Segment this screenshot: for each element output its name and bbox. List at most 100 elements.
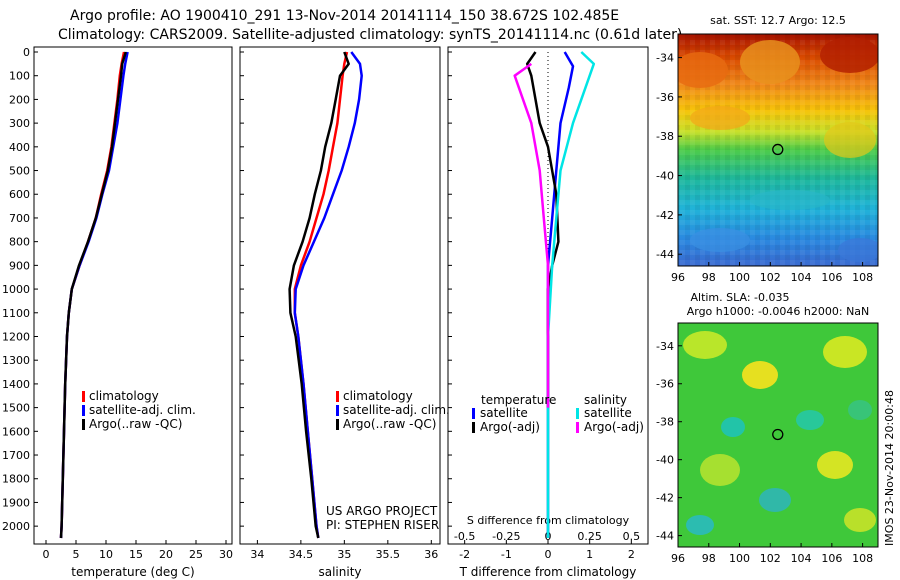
map-x-tick-label: 102 <box>760 271 781 284</box>
sst-map-title: sat. SST: 12.7 Argo: 12.5 <box>710 14 846 27</box>
depth-tick-label: 1100 <box>2 307 30 320</box>
depth-tick-label: 1400 <box>2 378 30 391</box>
legend-group-label: salinity <box>584 393 627 407</box>
annotation-text: US ARGO PROJECT <box>326 504 438 518</box>
legend-label: satellite-adj. clim. <box>343 403 450 417</box>
legend-label: climatology <box>89 389 159 403</box>
map-x-tick-label: 96 <box>671 271 685 284</box>
depth-tick-label: 2000 <box>2 520 30 533</box>
x-tick-label: 5 <box>73 548 80 561</box>
annotation-text: PI: STEPHEN RISER <box>326 518 439 532</box>
legend-label: Argo(..raw -QC) <box>343 417 436 431</box>
legend-swatch <box>336 405 339 416</box>
legend-swatch <box>576 422 579 433</box>
x-tick-label: 2 <box>628 548 635 561</box>
legend-swatch <box>472 408 475 419</box>
depth-tick-label: 100 <box>9 70 30 83</box>
legend-group-label: temperature <box>481 393 556 407</box>
x2-tick-label: 0.5 <box>623 530 641 543</box>
map-x-tick-label: 100 <box>729 552 750 565</box>
sla-map <box>677 322 879 548</box>
series-line-0-2 <box>59 51 127 539</box>
map-x-tick-label: 104 <box>791 271 812 284</box>
map-x-tick-label: 106 <box>821 552 842 565</box>
legend-swatch <box>472 422 475 433</box>
sst-map-frame <box>677 33 879 267</box>
x-axis-label: T difference from climatology <box>459 565 637 579</box>
x-tick-label: 36 <box>424 548 438 561</box>
depth-tick-label: 1600 <box>2 425 30 438</box>
map-y-tick-label: -36 <box>656 91 674 104</box>
depth-tick-label: 600 <box>9 188 30 201</box>
map-y-tick-label: -44 <box>656 530 674 543</box>
argo-location-marker <box>772 143 784 156</box>
sla-map-frame <box>677 322 879 548</box>
map-x-tick-label: 98 <box>702 552 716 565</box>
map-x-tick-label: 96 <box>671 552 685 565</box>
map-x-tick-label: 108 <box>852 552 873 565</box>
series-line-1-1 <box>293 51 363 539</box>
map-y-tick-label: -38 <box>656 130 674 143</box>
x2-tick-label: -0.25 <box>492 530 520 543</box>
map-y-tick-label: -40 <box>656 454 674 467</box>
legend-swatch <box>576 408 579 419</box>
x-axis-label: salinity <box>318 565 361 579</box>
x-tick-label: -2 <box>459 548 470 561</box>
depth-tick-label: 1900 <box>2 496 30 509</box>
x-tick-label: 0 <box>545 548 552 561</box>
x-tick-label: 35 <box>337 548 351 561</box>
depth-tick-label: 200 <box>9 93 30 106</box>
legend-swatch <box>82 419 85 430</box>
depth-tick-label: 1300 <box>2 354 30 367</box>
legend-label: Argo(..raw -QC) <box>89 417 182 431</box>
depth-tick-label: 500 <box>9 165 30 178</box>
map-x-tick-label: 108 <box>852 271 873 284</box>
x-tick-label: -1 <box>501 548 512 561</box>
x-tick-label: 10 <box>99 548 113 561</box>
salinity-panel-frame <box>239 46 441 545</box>
sst-map <box>677 33 879 267</box>
map-y-tick-label: -36 <box>656 378 674 391</box>
map-x-tick-label: 98 <box>702 271 716 284</box>
series-line-1-2 <box>288 51 350 539</box>
map-y-tick-label: -34 <box>656 52 674 65</box>
imos-timestamp-label: IMOS 23-Nov-2014 20:00:48 <box>883 390 896 546</box>
depth-tick-label: 300 <box>9 117 30 130</box>
chart-title-line2: Climatology: CARS2009. Satellite-adjuste… <box>58 27 683 43</box>
temperature-panel-frame <box>33 46 233 545</box>
depth-tick-label: 800 <box>9 236 30 249</box>
sla-map-title: Altim. SLA: -0.035 <box>690 291 789 304</box>
map-x-tick-label: 106 <box>821 271 842 284</box>
x-tick-label: 34 <box>250 548 264 561</box>
depth-tick-label: 900 <box>9 259 30 272</box>
argo-location-marker <box>772 428 784 441</box>
x-tick-label: 15 <box>129 548 143 561</box>
sla-map-subtitle: Argo h1000: -0.0046 h2000: NaN <box>687 305 870 318</box>
legend-swatch <box>336 419 339 430</box>
depth-tick-label: 1700 <box>2 449 30 462</box>
legend-swatch <box>82 405 85 416</box>
x-tick-label: 20 <box>159 548 173 561</box>
depth-tick-label: 1500 <box>2 402 30 415</box>
x-tick-label: 0 <box>43 548 50 561</box>
legend-label: satellite <box>480 406 528 420</box>
legend-swatch <box>336 391 339 402</box>
series-line-2-3 <box>513 62 550 408</box>
depth-tick-label: 1800 <box>2 473 30 486</box>
map-x-tick-label: 102 <box>760 552 781 565</box>
map-y-tick-label: -34 <box>656 340 674 353</box>
legend-swatch <box>82 391 85 402</box>
depth-tick-label: 0 <box>23 46 30 59</box>
x2-tick-label: 0.25 <box>577 530 602 543</box>
x-tick-label: 1 <box>586 548 593 561</box>
map-y-tick-label: -44 <box>656 248 674 261</box>
map-x-tick-label: 104 <box>791 552 812 565</box>
map-y-tick-label: -40 <box>656 170 674 183</box>
map-x-tick-label: 100 <box>729 271 750 284</box>
legend-label: satellite-adj. clim. <box>89 403 196 417</box>
x-axis-label: temperature (deg C) <box>71 565 194 579</box>
x-tick-label: 34.5 <box>289 548 314 561</box>
legend-label: climatology <box>343 389 413 403</box>
legend-label: Argo(-adj) <box>480 420 540 434</box>
x2-tick-label: -0.5 <box>454 530 475 543</box>
